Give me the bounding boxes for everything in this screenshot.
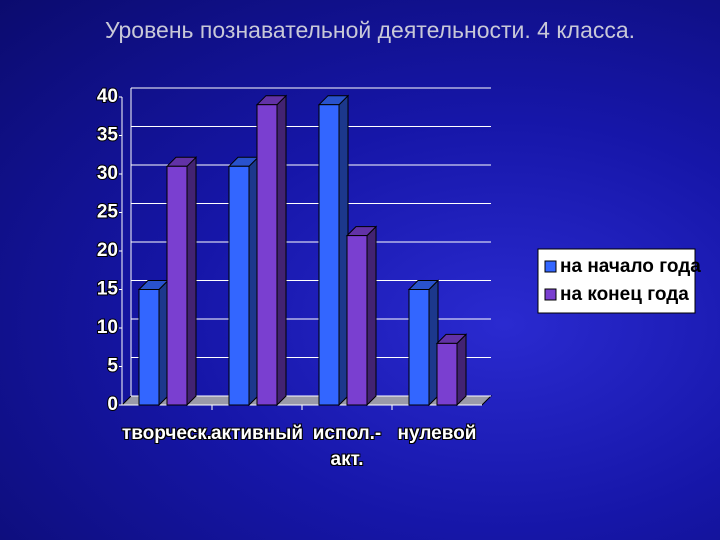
legend-swatch [544, 260, 557, 273]
bar [138, 289, 160, 406]
x-tick-label: творческ. [121, 423, 213, 444]
y-tick-label: 25 [97, 202, 119, 223]
y-tick-label: 5 [107, 356, 118, 377]
y-tick-label: 15 [97, 279, 119, 300]
y-tick-label: 40 [97, 86, 118, 107]
y-tick-label: 35 [97, 125, 119, 146]
legend-box [537, 248, 696, 314]
y-tick-label: 20 [97, 240, 118, 261]
x-tick-label: активный [210, 423, 304, 444]
x-tick-label: испол.-акт. [312, 423, 382, 470]
bar [346, 235, 368, 406]
bar [436, 342, 458, 406]
chart-title: Уровень познавательной деятельности. 4 к… [104, 17, 636, 43]
legend-label: на начало года [560, 256, 701, 277]
y-tick-label: 10 [97, 317, 118, 338]
x-tick-label: нулевой [397, 423, 477, 444]
bar [256, 104, 278, 406]
bar-side [276, 94, 287, 407]
y-tick-label: 0 [107, 394, 118, 415]
bar [408, 289, 430, 406]
legend-label: на конец года [560, 284, 689, 305]
bar-side [186, 156, 197, 407]
bar [318, 104, 340, 406]
legend-swatch [544, 288, 557, 301]
bar [228, 165, 250, 406]
bar-side [366, 225, 377, 407]
bar-side [456, 333, 467, 407]
bar [166, 165, 188, 406]
y-tick-label: 30 [97, 163, 118, 184]
